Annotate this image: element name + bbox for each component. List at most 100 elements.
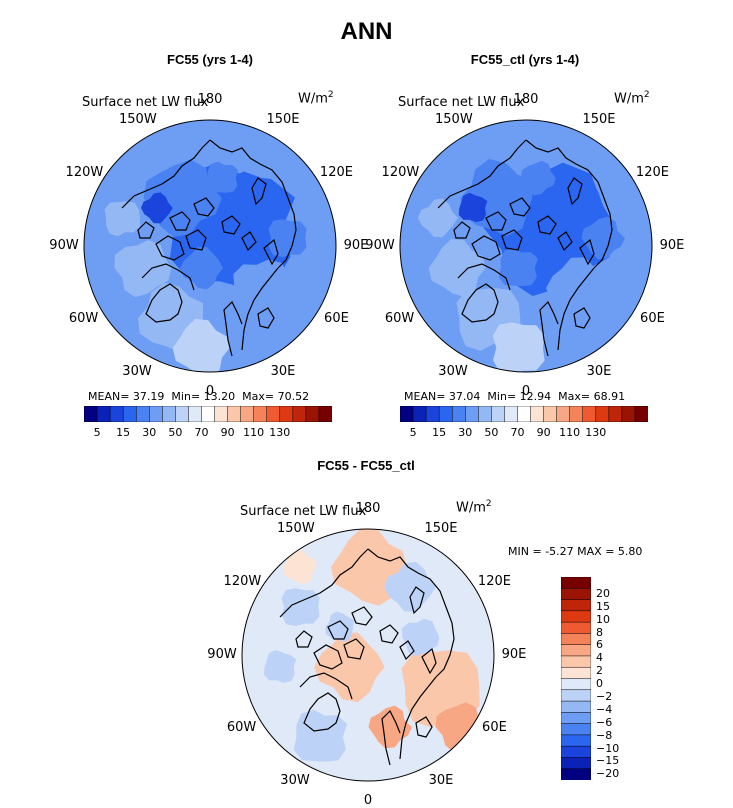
coastline: [313, 644, 343, 670]
contour-region: [521, 160, 556, 196]
colorbar-swatch: [201, 406, 216, 422]
contour-region: [233, 259, 293, 319]
longitude-label: 90W: [365, 238, 395, 253]
colorbar-swatch: [530, 406, 545, 422]
contour-region: [325, 611, 355, 642]
coastline: [453, 221, 471, 239]
colorbar-swatch: [561, 599, 591, 612]
coastline: [525, 139, 613, 269]
colorbar-swatch: [504, 406, 519, 422]
colorbar-swatch: [122, 406, 137, 422]
coastline: [185, 229, 207, 251]
coastline: [257, 307, 275, 329]
panel1-colorbar-ticks: 5 15 30 50 70 90 110 130: [84, 426, 332, 442]
colorbar-swatch: [84, 406, 98, 422]
colorbar-tick-label: 5: [409, 426, 417, 439]
figure-title: ANN: [340, 18, 393, 45]
longitude-label: 90E: [659, 238, 685, 253]
coastline: [567, 177, 583, 206]
colorbar-swatch: [279, 406, 294, 422]
colorbar-tick-label: −6: [596, 715, 613, 729]
panel1-mean-value: 37.19: [132, 390, 165, 403]
panel2-colorbar: [400, 406, 648, 422]
colorbar-swatch: [214, 406, 229, 422]
panel2-max-value: 68.91: [593, 390, 626, 403]
map-border: [83, 119, 337, 373]
coastline: [409, 586, 425, 615]
contour-region: [206, 161, 239, 193]
colorbar-swatch: [175, 406, 189, 422]
longitude-label: 90W: [49, 238, 79, 253]
colorbar-swatch: [561, 655, 591, 668]
longitude-label: 90W: [207, 647, 237, 662]
colorbar-tick-label: 130: [269, 426, 291, 439]
colorbar-tick-label: 20: [596, 586, 610, 600]
colorbar-swatch: [561, 621, 591, 634]
colorbar-swatch: [425, 406, 440, 422]
panel1-variable-label: Surface net LW flux: [82, 95, 209, 110]
colorbar-swatch: [561, 644, 591, 657]
colorbar-tick-label: 15: [432, 426, 447, 439]
colorbar-swatch: [561, 700, 591, 713]
colorbar-swatch: [465, 406, 479, 422]
coastline: [457, 263, 511, 291]
colorbar-tick-label: −2: [596, 690, 613, 704]
coastline: [263, 238, 279, 266]
colorbar-swatch: [561, 734, 591, 747]
map-border: [241, 528, 495, 782]
colorbar-swatch: [517, 406, 532, 422]
coastline: [461, 283, 499, 323]
coastline: [557, 231, 573, 252]
panel3-title: FC55 - FC55_ctl: [317, 458, 415, 473]
colorbar-swatch: [561, 577, 591, 589]
colorbar-swatch: [162, 406, 176, 422]
longitude-label: 90E: [343, 238, 369, 253]
coastline: [193, 197, 215, 217]
colorbar-tick-label: 70: [194, 426, 209, 439]
coastline: [437, 139, 527, 209]
colorbar-swatch: [561, 757, 591, 770]
colorbar-swatch: [561, 745, 591, 758]
colorbar-swatch: [561, 666, 591, 680]
contour-region: [263, 649, 297, 683]
coastline: [241, 231, 257, 252]
colorbar-swatch: [634, 406, 648, 422]
panel2-variable-label: Surface net LW flux: [398, 95, 525, 110]
coastline: [537, 215, 557, 235]
contour-region: [104, 201, 140, 237]
contour-region: [368, 705, 412, 749]
colorbar-swatch: [595, 406, 610, 422]
coastline: [557, 267, 595, 351]
colorbar-swatch: [561, 712, 591, 725]
coastline: [241, 267, 279, 351]
contour-region: [428, 238, 486, 298]
colorbar-tick-label: −4: [596, 702, 613, 716]
colorbar-swatch: [561, 723, 591, 736]
colorbar-swatch: [451, 406, 466, 422]
colorbar-tick-label: 0: [596, 677, 603, 691]
panel3-colorbar: [561, 577, 591, 780]
coastline: [169, 211, 191, 231]
colorbar-tick-label: −20: [596, 767, 620, 781]
colorbar-tick-label: 130: [585, 426, 607, 439]
colorbar-swatch: [438, 406, 453, 422]
colorbar-tick-label: 90: [220, 426, 235, 439]
contour-region: [314, 632, 385, 703]
colorbar-swatch: [109, 406, 124, 422]
map-border: [399, 119, 653, 373]
coastline: [379, 624, 399, 644]
panel3-polar-map: [241, 528, 495, 782]
contour-region: [418, 198, 458, 238]
colorbar-swatch: [253, 406, 268, 422]
coastline: [155, 235, 185, 261]
coastline: [399, 640, 415, 661]
panel3-min-value: -5.27: [545, 545, 574, 558]
colorbar-tick-label: 90: [536, 426, 551, 439]
coastline: [251, 177, 267, 206]
contour-region: [293, 709, 347, 762]
coastline: [485, 211, 507, 231]
coastline: [367, 548, 455, 678]
colorbar-tick-label: 110: [559, 426, 581, 439]
coastline: [573, 307, 591, 329]
panel1-max-value: 70.52: [277, 390, 310, 403]
